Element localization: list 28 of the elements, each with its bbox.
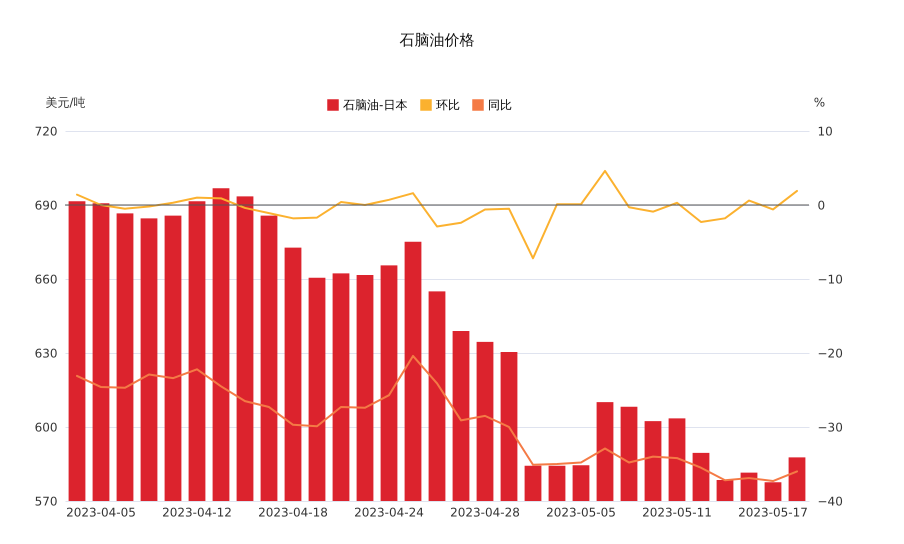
y2-axis-title: % <box>814 96 826 110</box>
y2-tick-label: −30 <box>818 420 843 434</box>
legend-label: 环比 <box>436 98 460 112</box>
y2-tick-label: 0 <box>818 198 826 212</box>
y-tick-label: 630 <box>34 346 58 360</box>
y2-tick-label: −10 <box>818 272 843 286</box>
x-tick-label: 2023-04-24 <box>354 506 424 520</box>
chart-title: 石脑油价格 <box>400 31 474 49</box>
x-tick-label: 2023-04-12 <box>162 506 232 520</box>
x-tick-label: 2023-05-05 <box>546 506 616 520</box>
legend-label: 同比 <box>488 98 512 112</box>
x-tick-label: 2023-05-11 <box>642 506 712 520</box>
y-tick-label: 600 <box>34 420 58 434</box>
y2-tick-label: −40 <box>818 494 843 508</box>
x-tick-label: 2023-04-05 <box>66 506 136 520</box>
line-series <box>76 170 798 260</box>
x-tick-label: 2023-05-17 <box>738 506 808 520</box>
legend-label: 石脑油-日本 <box>343 98 408 112</box>
y-tick-label: 690 <box>34 198 58 212</box>
y-tick-label: 720 <box>34 124 58 138</box>
y-tick-label: 570 <box>34 494 58 508</box>
x-tick-label: 2023-04-18 <box>258 506 328 520</box>
y2-tick-label: −20 <box>818 346 843 360</box>
y-tick-label: 660 <box>34 272 58 286</box>
line-series <box>76 354 798 482</box>
x-tick-label: 2023-04-28 <box>450 506 520 520</box>
y2-tick-label: 10 <box>818 124 833 138</box>
y-axis-title: 美元/吨 <box>45 96 86 110</box>
